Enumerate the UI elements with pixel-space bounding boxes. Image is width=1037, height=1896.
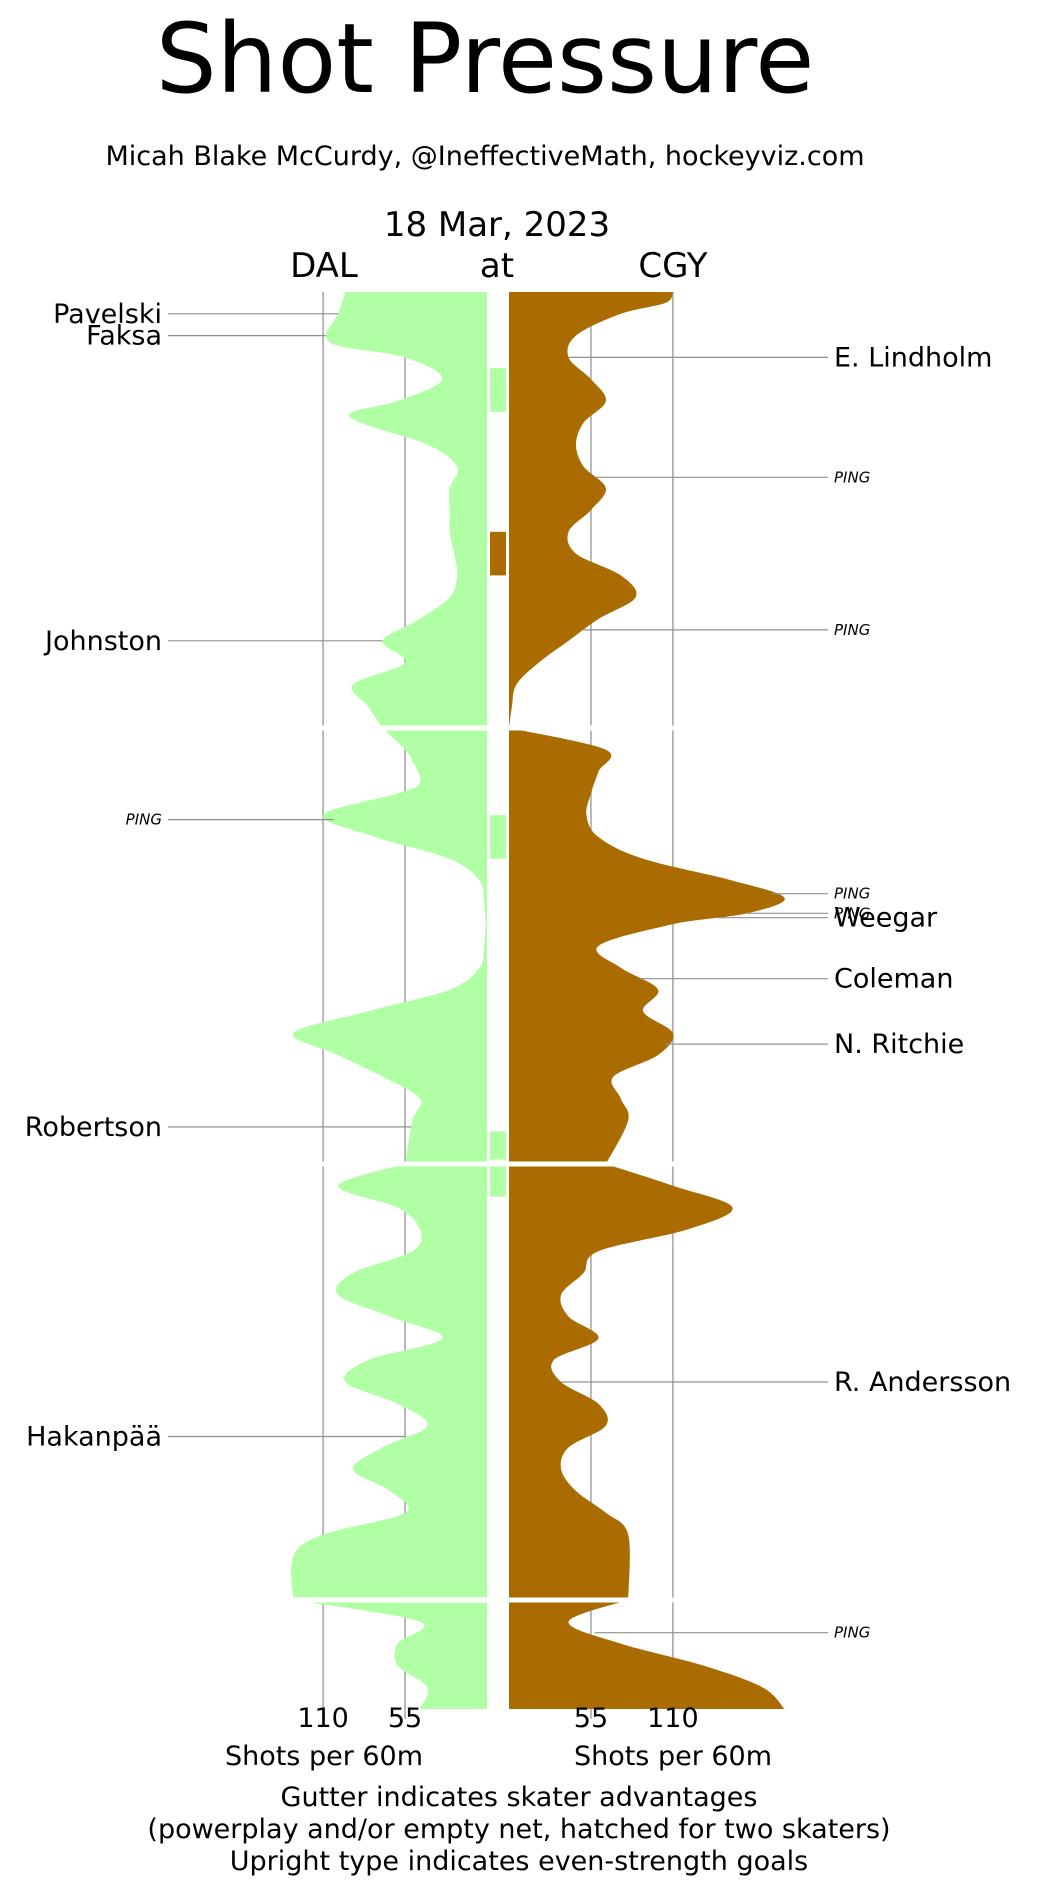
annotation-r-andersson-1: R. Andersson bbox=[834, 1367, 1011, 1398]
annotation-hakanp-1: Hakanpää bbox=[26, 1422, 162, 1453]
chart-subtitle: Micah Blake McCurdy, @IneffectiveMath, h… bbox=[105, 141, 864, 172]
game-date: 18 Mar, 2023 bbox=[384, 205, 610, 245]
gutter-block-cgy-2 bbox=[490, 531, 506, 576]
tick-label-left-55: 55 bbox=[388, 1703, 422, 1734]
annotation-ping-2: PING bbox=[834, 468, 870, 486]
area-cgy-period-1 bbox=[509, 292, 673, 728]
area-cgy-period-3 bbox=[509, 1164, 733, 1600]
footnote-line-1: Gutter indicates skater advantages bbox=[281, 1782, 758, 1813]
annotation-ping-3: PING bbox=[834, 621, 870, 639]
period-separator-2 bbox=[250, 1161, 790, 1167]
gutter-block-dal-3 bbox=[490, 815, 506, 859]
annotation-coleman-1: Coleman bbox=[834, 964, 953, 995]
annotation-n-ritchie-1: N. Ritchie bbox=[834, 1029, 964, 1060]
footnote-line-3: Upright type indicates even-strength goa… bbox=[230, 1846, 808, 1877]
annotation-johnston-1: Johnston bbox=[43, 626, 162, 657]
left-x-axis-label: Shots per 60m bbox=[225, 1741, 423, 1772]
area-cgy-period-2 bbox=[509, 728, 785, 1164]
annotation-ping-4: PING bbox=[834, 885, 870, 903]
right-x-axis-label: Shots per 60m bbox=[574, 1741, 772, 1772]
gutter-block-dal-1 bbox=[490, 368, 506, 412]
area-dal-period-1 bbox=[326, 292, 487, 728]
axis-ticks: 110 110 55 55 bbox=[297, 1703, 698, 1734]
area-dal-period-3 bbox=[291, 1164, 487, 1600]
annotation-ping-5: PING bbox=[834, 904, 870, 922]
rate-areas bbox=[291, 292, 785, 1709]
away-team-label: DAL bbox=[290, 246, 358, 286]
tick-label-right-55: 55 bbox=[574, 1703, 608, 1734]
annotation-weegar-1: Weegar bbox=[834, 903, 938, 934]
area-dal-period-4 bbox=[293, 1600, 487, 1709]
chart-title: Shot Pressure bbox=[156, 3, 815, 115]
annotation-ping-1: PING bbox=[126, 811, 162, 829]
period-separator-1 bbox=[250, 725, 790, 731]
tick-label-left-110: 110 bbox=[297, 1703, 349, 1734]
home-team-label: CGY bbox=[638, 246, 707, 286]
area-cgy-period-4 bbox=[509, 1600, 785, 1709]
annotation-pavelski-1: Pavelski bbox=[53, 299, 162, 330]
annotation-ping-6: PING bbox=[834, 1624, 870, 1642]
gutter-block-dal-4 bbox=[490, 1131, 506, 1160]
footnote-line-2: (powerplay and/or empty net, hatched for… bbox=[147, 1814, 890, 1845]
gutter-advantages bbox=[490, 368, 506, 1197]
gutter-block-dal-5 bbox=[490, 1164, 506, 1197]
at-label: at bbox=[480, 246, 514, 286]
annotation-e-lindholm-1: E. Lindholm bbox=[834, 342, 992, 373]
period-separators bbox=[250, 725, 790, 1603]
tick-label-right-110: 110 bbox=[647, 1703, 699, 1734]
period-separator-3 bbox=[250, 1597, 790, 1603]
annotation-robertson-1: Robertson bbox=[25, 1112, 162, 1143]
annotation-faksa-1: Faksa bbox=[86, 321, 162, 352]
area-dal-period-2 bbox=[292, 728, 487, 1164]
